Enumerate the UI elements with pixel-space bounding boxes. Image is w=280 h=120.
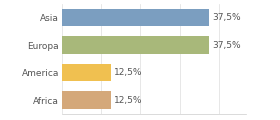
Bar bbox=[62, 91, 111, 109]
Bar bbox=[62, 64, 111, 81]
Text: 37,5%: 37,5% bbox=[212, 13, 241, 22]
Text: 12,5%: 12,5% bbox=[114, 96, 143, 105]
Bar bbox=[62, 36, 209, 54]
Text: 12,5%: 12,5% bbox=[114, 68, 143, 77]
Text: 37,5%: 37,5% bbox=[212, 41, 241, 50]
Bar bbox=[62, 9, 209, 27]
